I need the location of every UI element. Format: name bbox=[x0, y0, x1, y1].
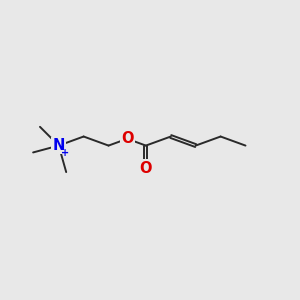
Text: +: + bbox=[61, 148, 69, 158]
Text: O: O bbox=[121, 131, 134, 146]
Text: O: O bbox=[140, 160, 152, 175]
Text: N: N bbox=[52, 138, 65, 153]
